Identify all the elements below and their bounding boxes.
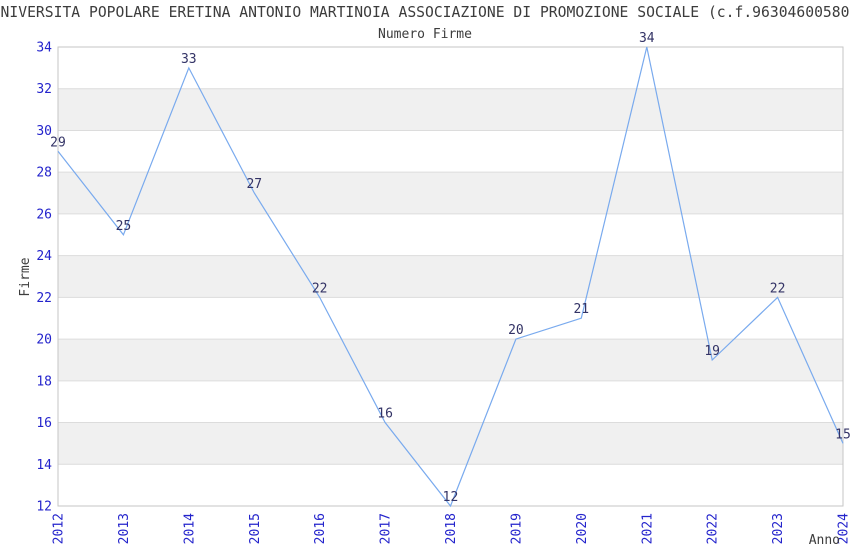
point-label: 12 [443,490,459,505]
grid-band [58,380,843,423]
x-tick-label: 2016 [313,513,328,544]
y-tick-label: 20 [36,333,52,348]
x-tick-label: 2023 [771,513,786,544]
y-tick-label: 16 [36,416,52,431]
x-tick-label: 2015 [248,513,263,544]
y-tick-label: 12 [36,500,52,515]
y-tick-label: 22 [36,291,52,306]
x-tick-label: 2018 [444,513,459,544]
x-tick-label: 2017 [379,513,394,544]
x-tick-label: 2012 [52,513,67,544]
grid-band [58,172,843,214]
grid-band [58,464,843,506]
y-tick-label: 28 [36,166,52,181]
y-tick-label: 34 [36,41,52,56]
point-label: 22 [770,281,786,296]
grid-band [58,213,843,256]
y-tick-label: 32 [36,82,52,97]
point-label: 33 [181,52,197,67]
y-tick-label: 24 [36,249,52,264]
x-axis-title: Anno [809,533,840,548]
chart-generated-layer: 2925332722161220213419221512141618202224… [36,31,850,544]
point-label: 27 [246,177,262,192]
point-label: 19 [704,344,720,359]
y-tick-label: 14 [36,458,52,473]
x-tick-label: 2024 [837,513,850,544]
grid-band [58,130,843,173]
point-label: 25 [116,219,132,234]
chart-title: UNIVERSITA POPOLARE ERETINA ANTONIO MART… [0,4,850,21]
point-label: 21 [573,302,589,317]
point-label: 34 [639,31,655,46]
grid-band [58,297,843,340]
point-label: 20 [508,323,524,338]
chart-subtitle: Numero Firme [378,27,472,42]
point-label: 16 [377,407,393,422]
y-tick-label: 30 [36,124,52,139]
x-tick-label: 2014 [182,513,197,544]
x-tick-label: 2022 [706,513,721,544]
x-tick-label: 2013 [117,513,132,544]
y-tick-label: 26 [36,207,52,222]
x-tick-label: 2020 [575,513,590,544]
point-label: 29 [50,135,66,150]
data-line [57,46,844,508]
grid-band [58,422,843,465]
x-tick-label: 2019 [509,513,524,544]
point-label: 15 [835,427,850,442]
x-tick-label: 2021 [640,513,655,544]
grid-band [58,339,843,381]
y-axis-title: Firme [18,257,33,296]
point-label: 22 [312,281,328,296]
grid-band [58,255,843,298]
grid-band [58,47,843,89]
grid-band [58,88,843,131]
y-tick-label: 18 [36,374,52,389]
